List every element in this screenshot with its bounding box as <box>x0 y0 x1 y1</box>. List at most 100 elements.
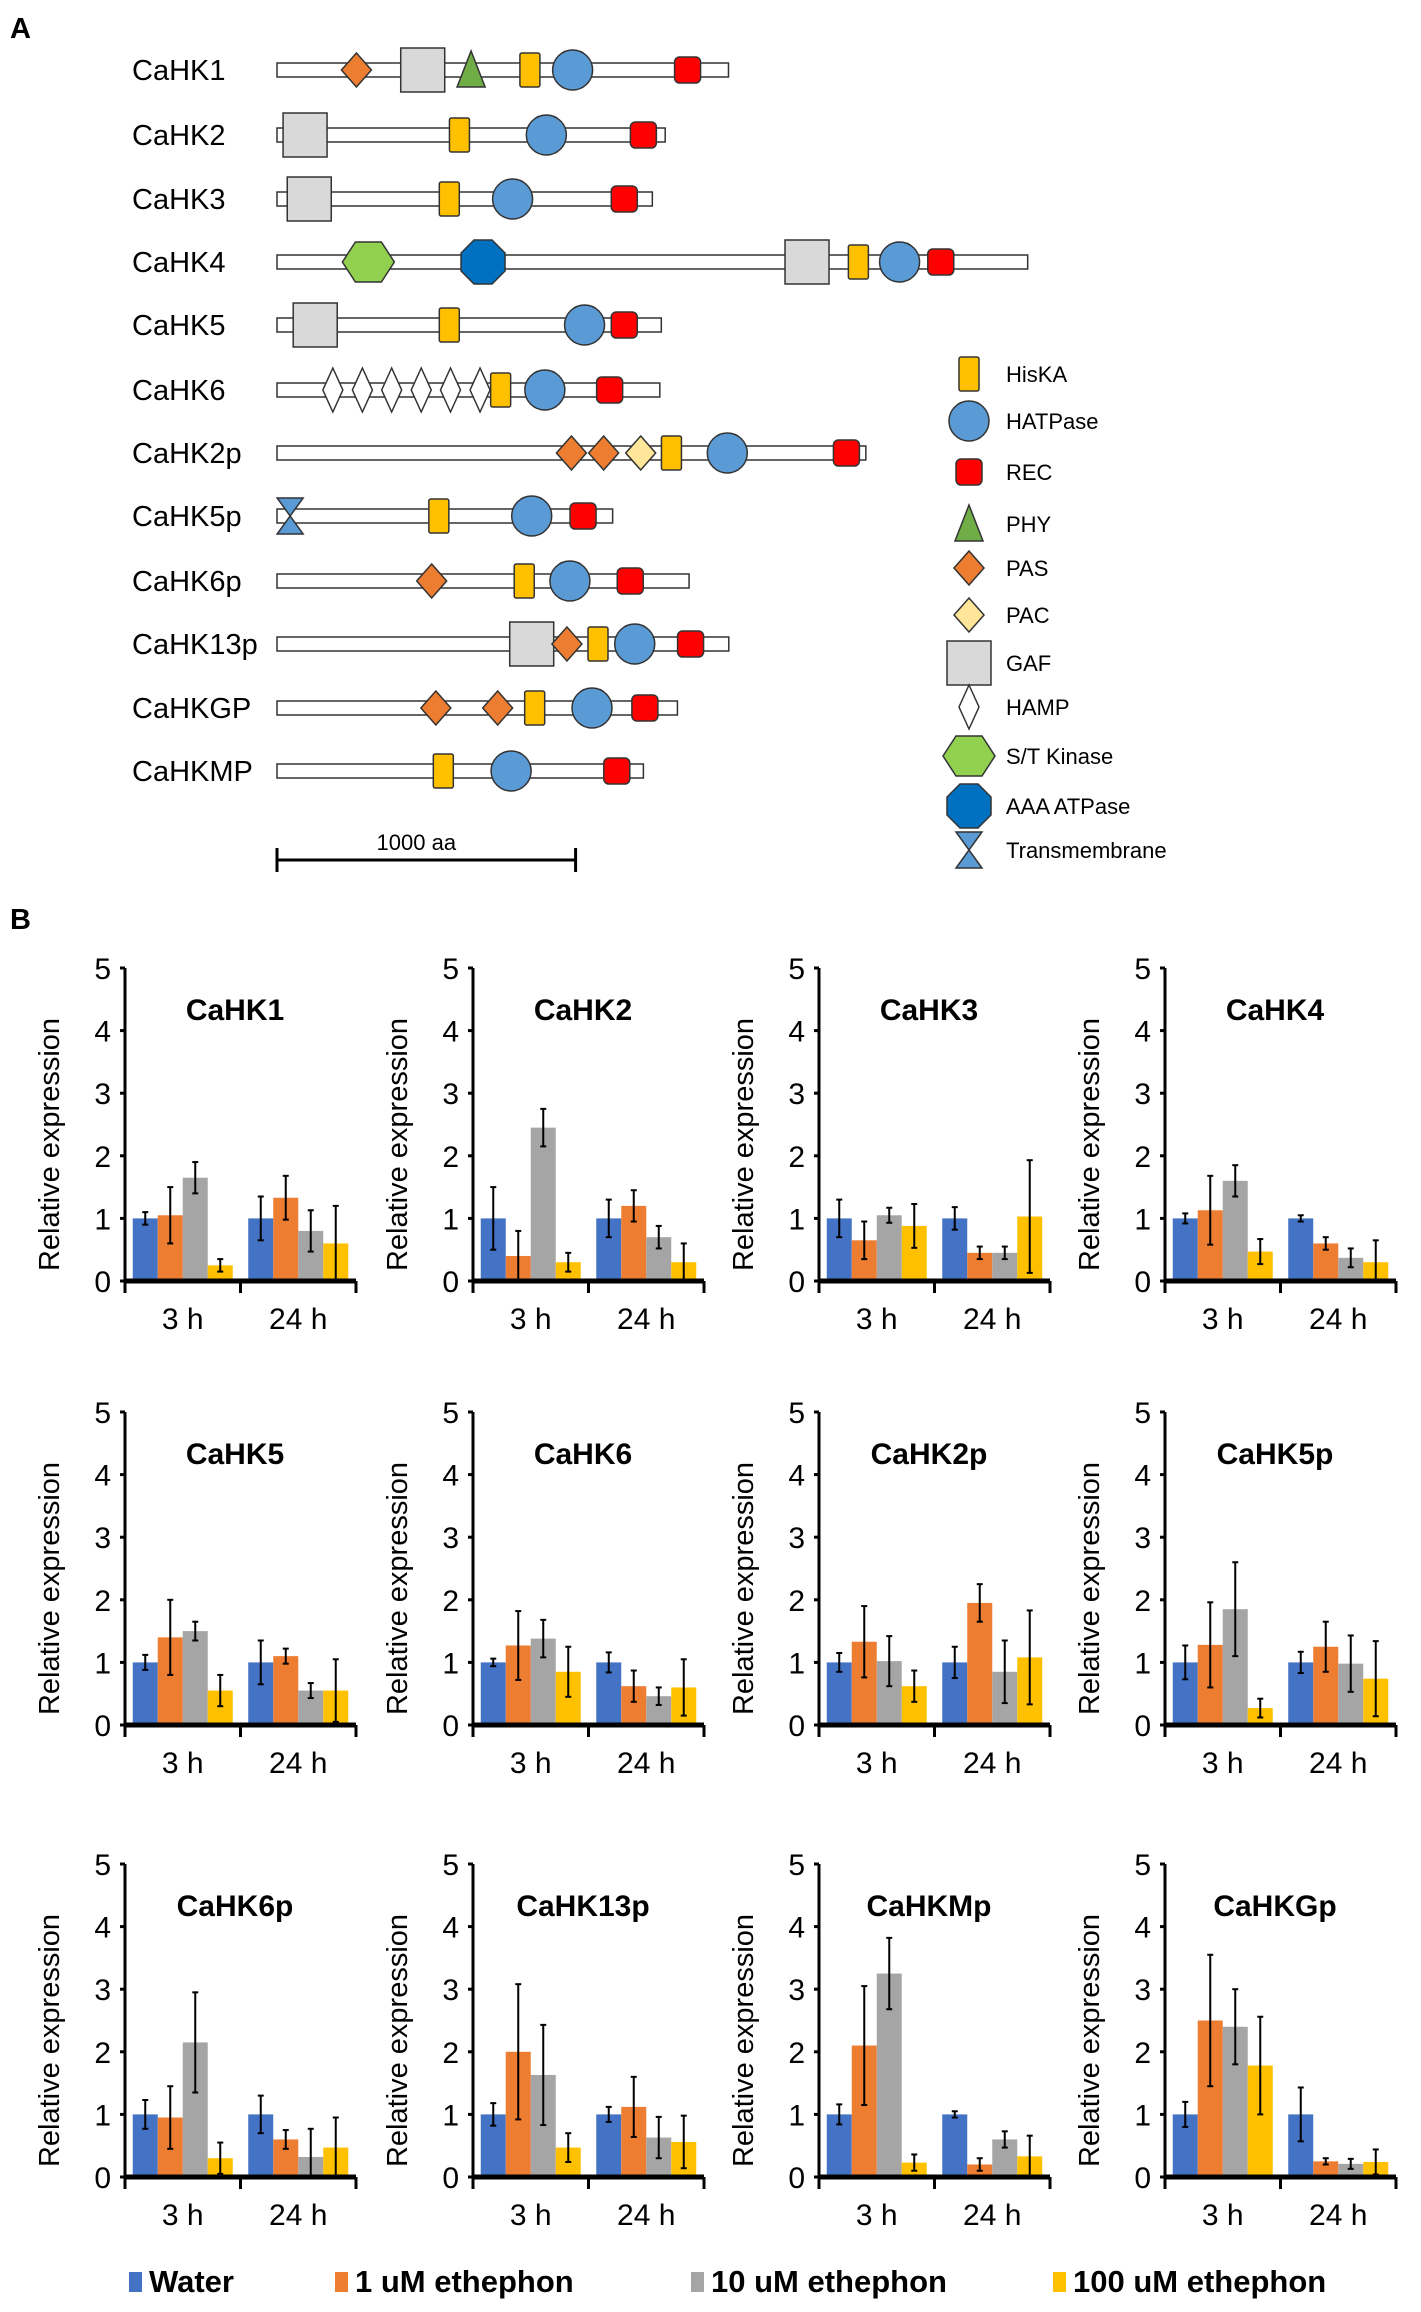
pac-domain-icon <box>624 434 657 472</box>
y-tick-label: 4 <box>1134 1912 1151 1945</box>
bar <box>1222 1180 1248 1281</box>
chart-title: CaHK1 <box>186 994 284 1027</box>
y-tick-label: 2 <box>1134 2037 1151 2070</box>
domain-diagram: CaHK1 CaHK2 CaHK3 CaHK4 CaHK5 CaHK6 CaHK2p CaHK… <box>132 47 1167 872</box>
domain-legend-item: S/T Kinase <box>942 735 1113 777</box>
chart-title: CaHK13p <box>516 1890 649 1923</box>
y-tick-label: 3 <box>94 1522 111 1555</box>
bar <box>480 1662 506 1725</box>
rec-domain-icon <box>629 121 658 149</box>
pas-domain-icon <box>952 549 986 587</box>
y-tick-label: 5 <box>1134 953 1151 986</box>
bar <box>1338 1257 1364 1281</box>
protein-name: CaHK6 <box>132 375 226 407</box>
y-axis-label: Relative expression <box>1074 1018 1106 1271</box>
rec-domain-icon <box>603 757 631 785</box>
hatpase-domain-icon <box>549 560 591 602</box>
y-axis-label: Relative expression <box>34 1914 66 2167</box>
y-axis-label: Relative expression <box>728 1914 760 2167</box>
legend-swatch <box>129 2272 142 2292</box>
x-tick-label: 24 h <box>963 2199 1021 2232</box>
hamp-domain-icon <box>469 366 491 414</box>
x-tick-label: 3 h <box>1202 1747 1244 1780</box>
legend-label: Water <box>149 2264 234 2299</box>
y-axis-label: Relative expression <box>1074 1914 1106 2167</box>
protein-row: CaHK5p <box>132 495 614 537</box>
hiska-domain-icon <box>513 563 535 599</box>
y-axis-label: Relative expression <box>1074 1462 1106 1715</box>
tm-domain-icon <box>275 497 305 535</box>
phy-domain-icon <box>455 48 487 88</box>
bar-chart: 3 h 24 h 0 1 2 3 4 5 Relative expression CaHKGp <box>1074 1849 1398 2232</box>
chart-title: CaHKGp <box>1213 1890 1336 1923</box>
st-domain-icon <box>341 241 396 283</box>
y-tick-label: 2 <box>442 1141 459 1174</box>
y-axis-label: Relative expression <box>382 1462 414 1715</box>
bar <box>1338 2163 1364 2177</box>
chart-title: CaHK5p <box>1217 1438 1334 1471</box>
x-tick-label: 3 h <box>856 2199 898 2232</box>
x-tick-label: 3 h <box>856 1747 898 1780</box>
y-tick-label: 3 <box>788 1078 805 1111</box>
x-tick-label: 3 h <box>162 1747 204 1780</box>
y-tick-label: 4 <box>442 1460 459 1493</box>
protein-row: CaHK6p <box>132 560 690 602</box>
scale-bar-label: 1000 aa <box>377 830 457 855</box>
y-tick-label: 2 <box>788 1141 805 1174</box>
chart-title: CaHK4 <box>1226 994 1325 1027</box>
y-tick-label: 0 <box>788 2162 805 2195</box>
bar <box>182 1177 208 1281</box>
hamp-domain-icon <box>380 366 403 414</box>
protein-backbone <box>276 62 730 78</box>
y-tick-label: 0 <box>442 1266 459 1299</box>
gaf-domain-icon <box>946 640 992 686</box>
bar <box>1288 1218 1314 1281</box>
domain-legend-label: Transmembrane <box>1006 838 1167 863</box>
bar-chart: 3 h 24 h 0 1 2 3 4 5 Relative expression CaHK5p <box>1074 1397 1398 1780</box>
pas-domain-icon <box>415 562 448 600</box>
domain-legend-item: GAF <box>946 640 1051 686</box>
hatpase-domain-icon <box>491 178 534 220</box>
y-tick-label: 1 <box>94 1647 111 1680</box>
hiska-domain-icon <box>428 498 450 534</box>
scale-bar: 1000 aa <box>275 830 578 872</box>
hamp-domain-icon <box>351 366 374 414</box>
hatpase-domain-icon <box>525 114 568 156</box>
pas-domain-icon <box>481 689 514 727</box>
domain-legend-label: HAMP <box>1006 695 1070 720</box>
x-tick-label: 3 h <box>1202 2199 1244 2232</box>
y-tick-label: 4 <box>442 1016 459 1049</box>
domain-legend-label: S/T Kinase <box>1006 744 1113 769</box>
bar-chart: 3 h 24 h 0 1 2 3 4 5 Relative expression CaHK6 <box>382 1397 706 1780</box>
hiska-domain-icon <box>587 626 609 662</box>
y-tick-label: 1 <box>788 1647 805 1680</box>
protein-row: CaHKMP <box>132 750 645 792</box>
bar <box>132 1218 158 1281</box>
y-tick-label: 1 <box>1134 2099 1151 2132</box>
protein-name: CaHK5 <box>132 310 226 342</box>
protein-row: CaHK4 <box>132 239 1029 285</box>
y-tick-label: 4 <box>442 1912 459 1945</box>
domain-legend-item: PAC <box>952 596 1050 634</box>
x-tick-label: 24 h <box>269 1747 327 1780</box>
gaf-domain-icon <box>784 239 830 285</box>
chart-title: CaHK2 <box>534 994 632 1027</box>
expression-charts: 3 h 24 h 0 1 2 3 4 5 Relative expression CaHK1 3 h… <box>34 953 1398 2232</box>
hiska-domain-icon <box>438 307 461 343</box>
hiska-domain-icon <box>847 244 870 280</box>
hiska-domain-icon <box>958 356 980 392</box>
protein-backbone <box>276 636 730 652</box>
legend-label: 10 uM ethephon <box>711 2264 947 2299</box>
y-tick-label: 1 <box>1134 1203 1151 1236</box>
y-tick-label: 3 <box>1134 1078 1151 1111</box>
protein-name: CaHK2 <box>132 120 226 152</box>
domain-legend-item: REC <box>955 458 1053 486</box>
y-axis-label: Relative expression <box>34 1018 66 1271</box>
legend-item: Water <box>129 2264 234 2299</box>
domain-legend-item: AAA ATPase <box>946 783 1130 829</box>
bar <box>876 1215 902 1281</box>
rec-domain-icon <box>616 567 644 595</box>
chart-legend: Water 1 uM ethephon 10 uM ethephon 100 uM e… <box>129 2264 1326 2299</box>
bar-chart: 3 h 24 h 0 1 2 3 4 5 Relative expression CaHK1 <box>34 953 358 1336</box>
